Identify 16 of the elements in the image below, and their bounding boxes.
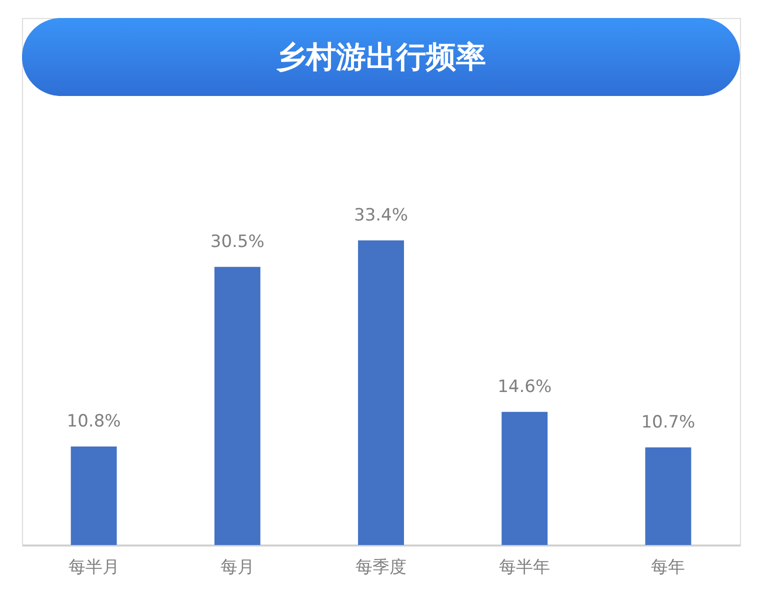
x-tick-label: 每半月 <box>68 558 120 578</box>
data-label: 30.5% <box>210 232 264 252</box>
chart-title: 乡村游出行频率 <box>276 40 486 75</box>
data-label: 14.6% <box>498 376 552 397</box>
data-label: 10.8% <box>66 412 121 432</box>
bar <box>645 447 692 545</box>
bar <box>214 266 260 545</box>
bar <box>70 446 117 545</box>
x-tick-label: 每月 <box>220 558 254 578</box>
bar <box>502 412 548 545</box>
data-label: 10.7% <box>641 412 696 432</box>
x-tick-label: 每季度 <box>356 558 406 578</box>
bar <box>358 240 404 545</box>
x-tick-label: 每半年 <box>499 558 550 578</box>
x-tick-label: 每年 <box>651 558 686 578</box>
data-label: 33.4% <box>354 205 408 226</box>
